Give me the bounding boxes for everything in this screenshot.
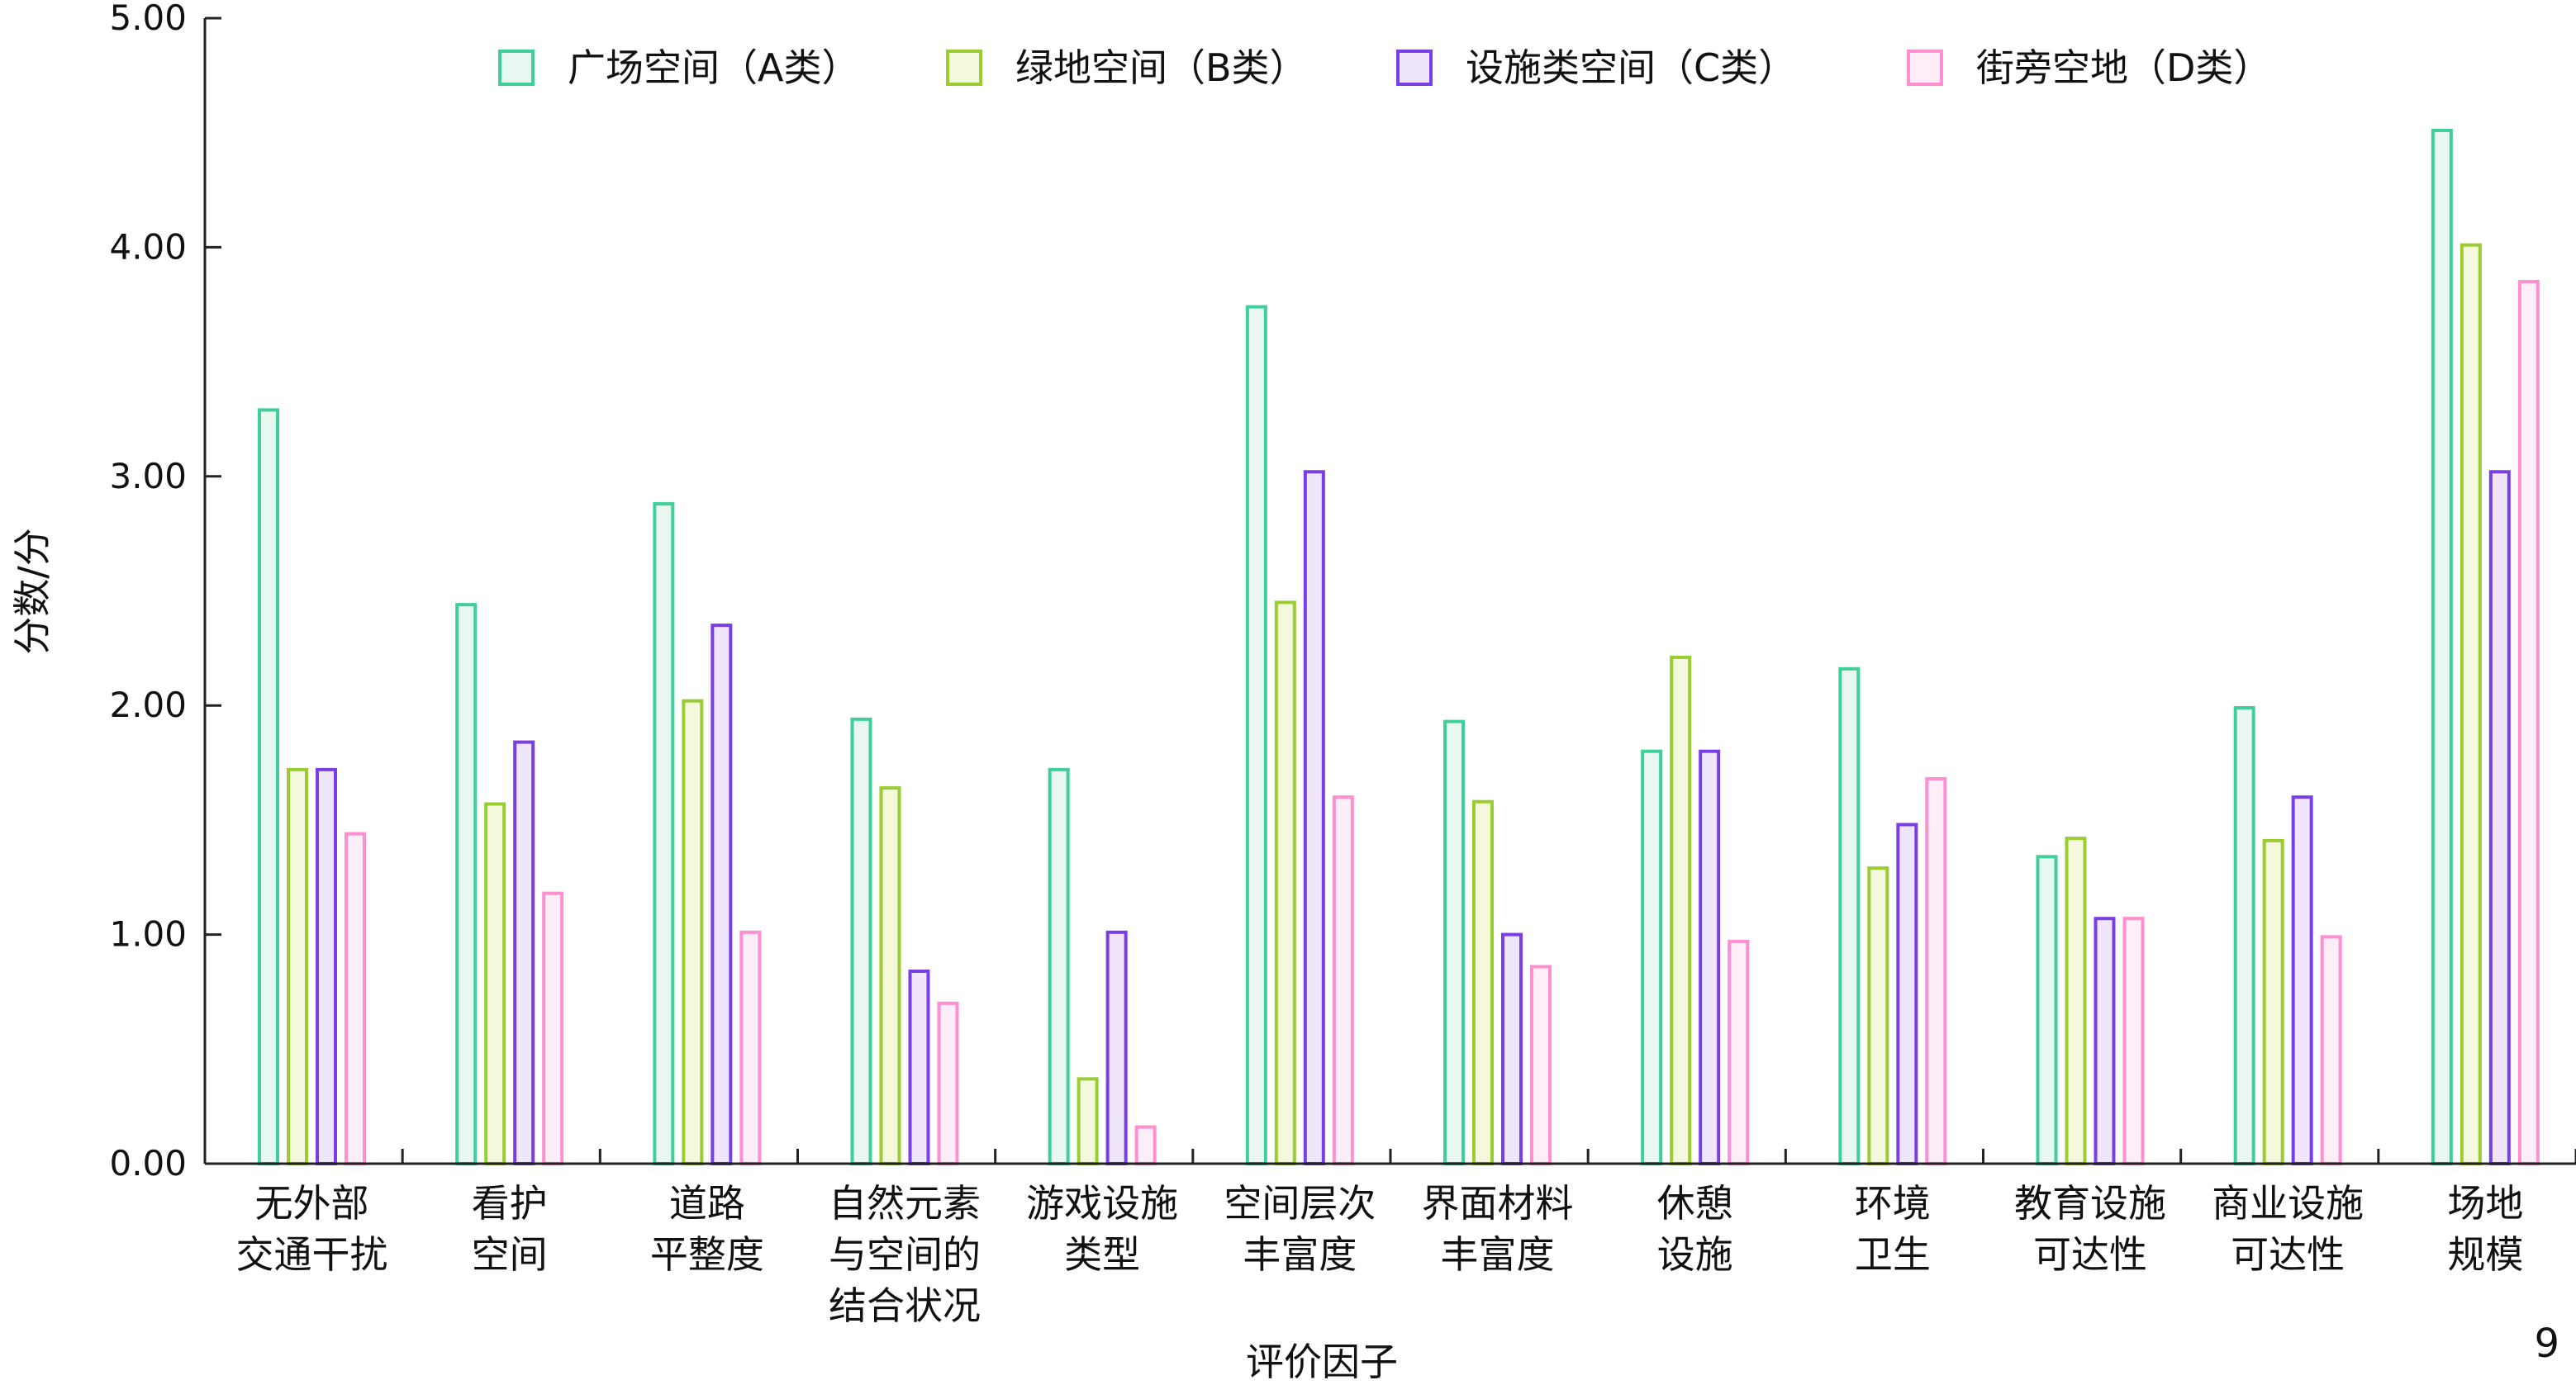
x-tick-label: 空间 xyxy=(472,1232,548,1277)
bar-10-b xyxy=(2065,837,2087,1165)
legend-swatch xyxy=(946,50,982,86)
bar-8-b xyxy=(1670,655,1692,1165)
x-tick-label: 游戏设施 xyxy=(1026,1181,1178,1226)
bar-9-b xyxy=(1867,866,1889,1166)
bar-1-b xyxy=(287,767,308,1165)
bar-12-b xyxy=(2460,243,2482,1166)
bar-10-c xyxy=(2094,917,2116,1165)
bar-3-d xyxy=(739,930,762,1166)
bar-6-a xyxy=(1245,305,1267,1165)
x-tick-label: 看护 xyxy=(472,1181,548,1226)
bar-8-a xyxy=(1641,749,1663,1165)
legend-label: 设施类空间（C类） xyxy=(1466,45,1796,90)
bar-1-d xyxy=(345,832,366,1165)
bar-9-d xyxy=(1925,776,1947,1166)
bar-12-a xyxy=(2431,128,2453,1165)
x-tick-label: 道路 xyxy=(669,1181,745,1226)
bar-11-d xyxy=(2320,935,2342,1166)
x-tick-label: 自然元素 xyxy=(829,1181,981,1226)
legend-label: 绿地空间（B类） xyxy=(1015,45,1308,90)
bar-10-d xyxy=(2122,917,2145,1165)
figure-number: 9 xyxy=(2534,1321,2559,1367)
x-tick-label: 卫生 xyxy=(1855,1232,1931,1277)
bar-5-c xyxy=(1105,930,1128,1166)
bar-2-c xyxy=(513,740,535,1165)
x-tick-label: 界面材料 xyxy=(1422,1181,1574,1226)
bar-11-a xyxy=(2233,705,2255,1165)
bar-1-a xyxy=(258,408,279,1165)
y-tick-label: 2.00 xyxy=(109,685,187,725)
x-tick-label: 空间层次 xyxy=(1224,1181,1376,1226)
bar-12-c xyxy=(2488,470,2511,1165)
chart-legend: 广场空间（A类） 绿地空间（B类） 设施类空间（C类） 街旁空地（D类） xyxy=(498,45,2271,90)
x-tick-label: 无外部 xyxy=(255,1181,369,1226)
legend-swatch xyxy=(1907,50,1943,86)
bar-7-d xyxy=(1530,965,1552,1166)
bar-10-a xyxy=(2036,855,2058,1166)
bar-5-b xyxy=(1077,1077,1099,1166)
bar-7-c xyxy=(1501,932,1523,1165)
bar-7-b xyxy=(1472,799,1494,1165)
bar-9-a xyxy=(1838,666,1861,1165)
y-tick-label: 4.00 xyxy=(109,226,187,267)
x-tick-label: 休憩 xyxy=(1657,1181,1733,1226)
bar-2-d xyxy=(542,891,564,1165)
y-axis-title: 分数/分 xyxy=(10,528,55,655)
x-tick-label: 与空间的 xyxy=(829,1232,981,1277)
bar-4-a xyxy=(850,717,872,1165)
bar-8-c xyxy=(1699,749,1721,1165)
legend-label: 街旁空地（D类） xyxy=(1976,45,2271,90)
bar-2-b xyxy=(484,802,506,1165)
bar-2-a xyxy=(455,603,478,1165)
x-tick-label: 丰富度 xyxy=(1243,1232,1357,1277)
bar-3-b xyxy=(682,699,704,1165)
y-tick-label: 0.00 xyxy=(109,1143,187,1183)
x-tick-label: 丰富度 xyxy=(1441,1232,1555,1277)
x-tick-label: 环境 xyxy=(1855,1181,1931,1226)
bar-9-c xyxy=(1896,823,1918,1165)
bar-11-b xyxy=(2262,838,2284,1166)
bar-7-a xyxy=(1443,719,1465,1165)
bars xyxy=(258,128,2540,1166)
x-tick-label: 场地 xyxy=(2447,1181,2523,1226)
y-tick-label: 1.00 xyxy=(109,914,187,955)
legend-swatch xyxy=(1396,50,1433,86)
x-tick-label: 平整度 xyxy=(650,1232,764,1277)
x-tick-label: 结合状况 xyxy=(829,1283,981,1328)
bar-4-d xyxy=(937,1001,959,1165)
bar-4-c xyxy=(908,969,930,1166)
x-tick-label: 可达性 xyxy=(2231,1232,2345,1277)
x-tick-label: 规模 xyxy=(2447,1232,2523,1277)
x-tick-label: 商业设施 xyxy=(2212,1181,2364,1226)
bar-8-d xyxy=(1728,939,1750,1165)
x-tick-label: 设施 xyxy=(1657,1232,1733,1277)
bar-6-b xyxy=(1274,600,1296,1165)
bar-5-d xyxy=(1134,1125,1157,1165)
x-tick-label: 交通干扰 xyxy=(236,1232,388,1277)
bar-3-c xyxy=(711,624,733,1165)
bar-11-c xyxy=(2291,795,2313,1165)
y-axis-ticks: 0.00 1.00 2.00 3.00 4.00 5.00 xyxy=(109,0,221,1183)
bar-6-c xyxy=(1303,470,1325,1165)
bar-3-a xyxy=(653,502,675,1165)
x-tick-label: 类型 xyxy=(1064,1232,1140,1277)
x-axis-title: 评价因子 xyxy=(1246,1340,1398,1384)
bar-1-c xyxy=(316,767,337,1165)
bar-5-a xyxy=(1048,767,1070,1165)
bar-4-b xyxy=(879,786,901,1166)
y-tick-label: 5.00 xyxy=(109,0,187,38)
x-tick-label: 教育设施 xyxy=(2014,1181,2166,1226)
bar-6-d xyxy=(1332,795,1354,1165)
legend-swatch xyxy=(498,50,535,86)
legend-label: 广场空间（A类） xyxy=(568,45,859,90)
y-tick-label: 3.00 xyxy=(109,456,187,496)
x-tick-label: 可达性 xyxy=(2033,1232,2147,1277)
bar-12-d xyxy=(2517,280,2540,1165)
